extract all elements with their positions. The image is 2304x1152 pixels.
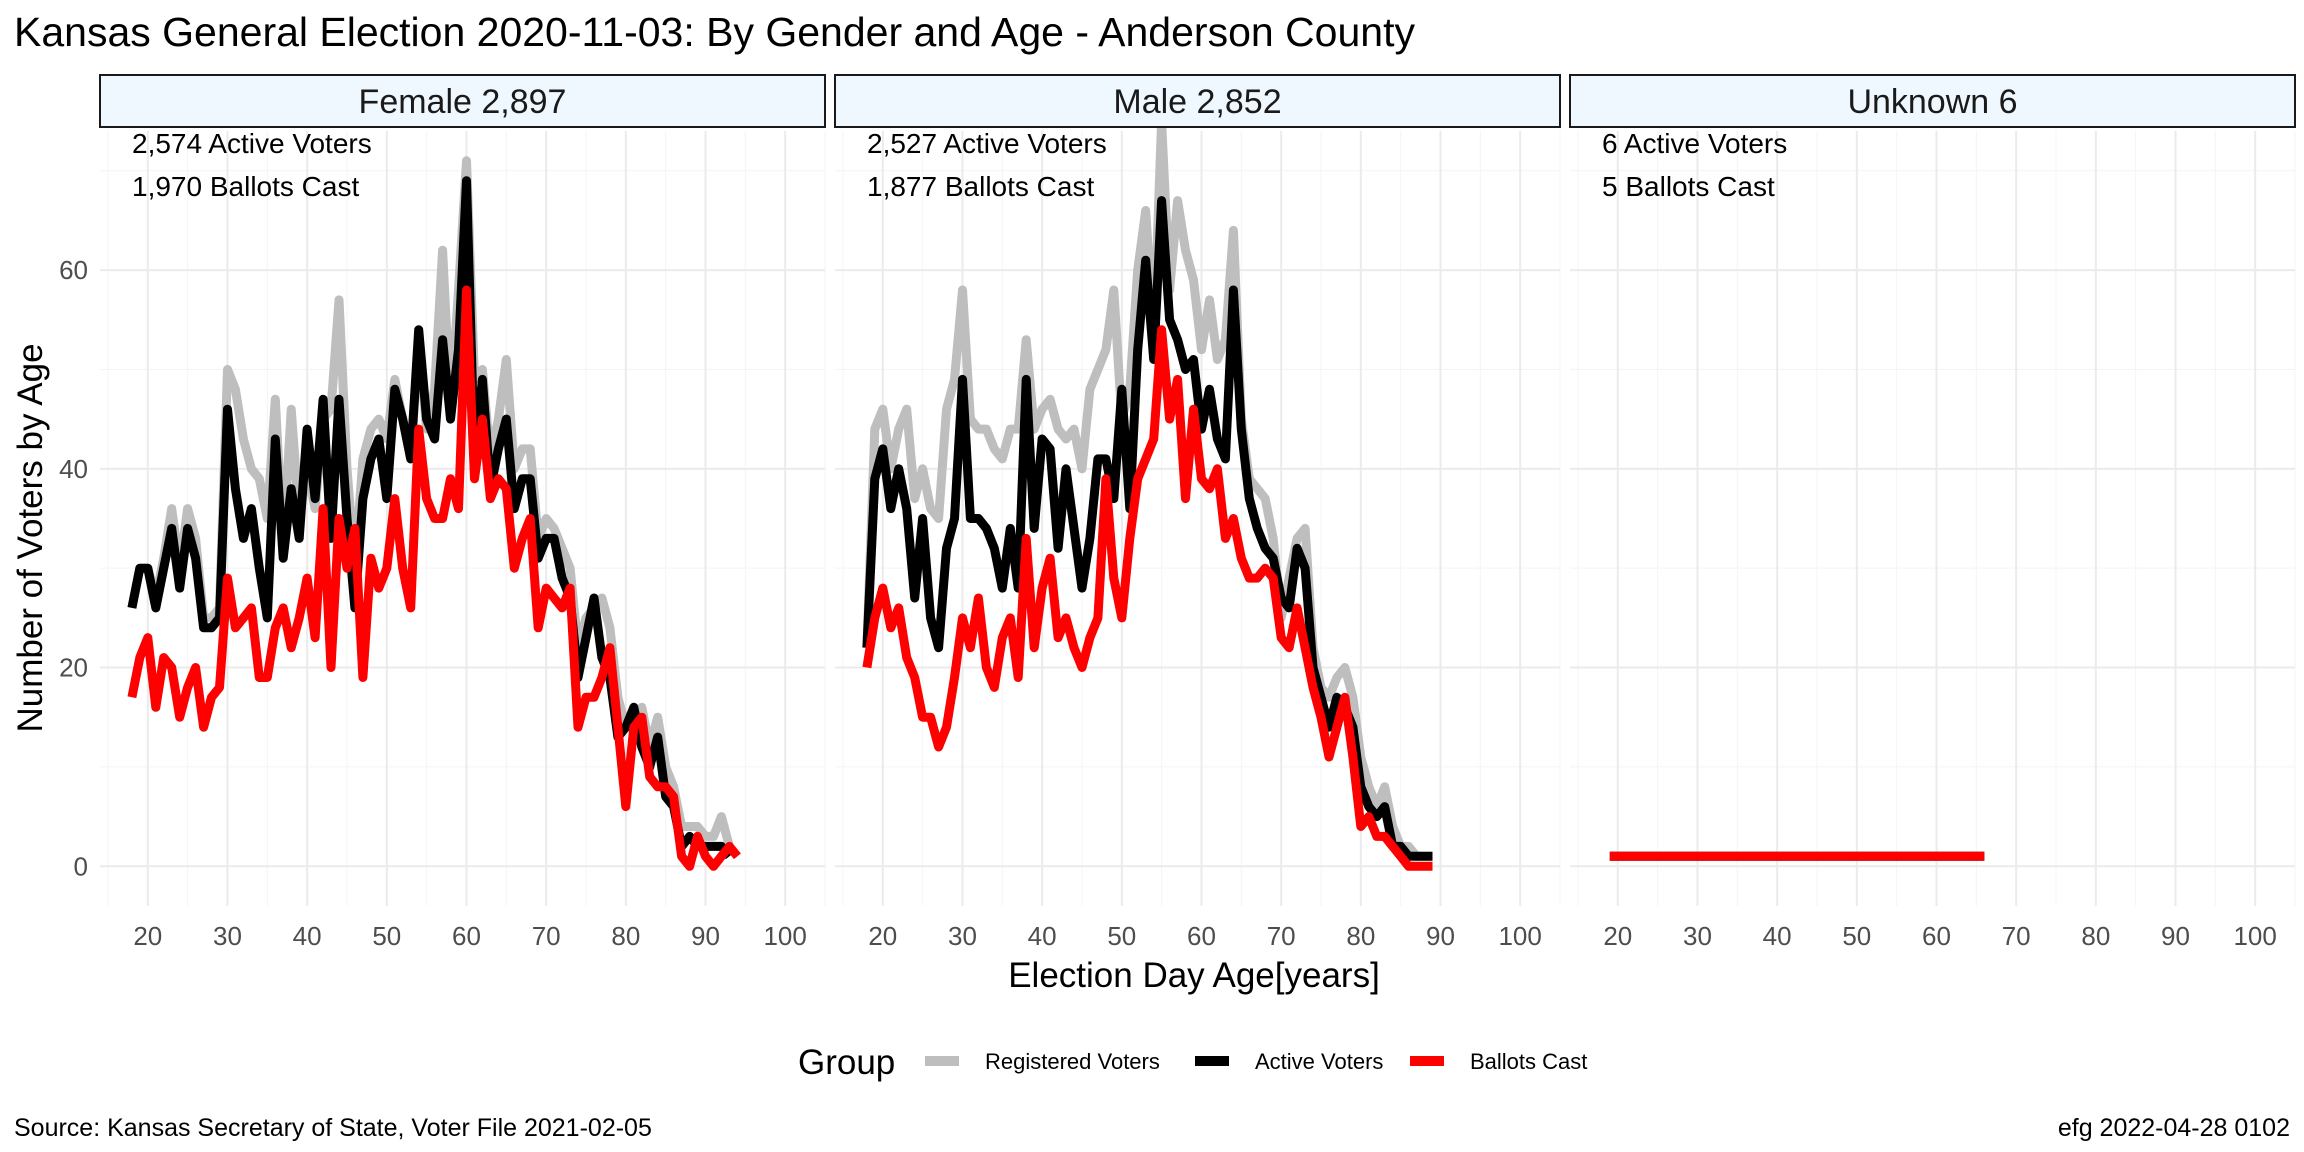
- legend-label: Registered Voters: [985, 1049, 1160, 1074]
- x-tick-label: 60: [1922, 921, 1951, 951]
- panel-3: 20 30 40 50 60 70 80 90 100 Unknown 6 6 Active Vot…: [1569, 74, 2296, 951]
- x-tick-label: 50: [372, 921, 401, 951]
- series-line-active-voters: [862, 196, 1433, 861]
- x-tick-label: 40: [1763, 921, 1792, 951]
- legend-label: Active Voters: [1255, 1049, 1383, 1074]
- x-tick-label: 30: [213, 921, 242, 951]
- credit-caption: efg 2022-04-28 0102: [2058, 1114, 2290, 1142]
- x-tick-label: 50: [1107, 921, 1136, 951]
- x-tick-label: 70: [532, 921, 561, 951]
- panels: 20 30 40 50 60 70 80 90 100 0 20 40 60 Female 2,897 2,…: [59, 74, 2296, 951]
- series-line-ballots-cast: [862, 325, 1433, 871]
- y-axis-label: Number of Voters by Age: [11, 343, 50, 732]
- x-tick-label: 90: [2161, 921, 2190, 951]
- legend-label: Ballots Cast: [1470, 1049, 1587, 1074]
- ballots-cast-annotation: 1,970 Ballots Cast: [132, 171, 359, 202]
- y-tick-label: 60: [59, 255, 88, 285]
- x-tick-label: 100: [763, 921, 806, 951]
- x-tick-label: 90: [691, 921, 720, 951]
- x-tick-label: 60: [1187, 921, 1216, 951]
- x-tick-label: 100: [1498, 921, 1541, 951]
- x-axis-label: Election Day Age[years]: [1008, 956, 1380, 995]
- panel-1: 20 30 40 50 60 70 80 90 100 0 20 40 60 Female 2,897 2,…: [59, 74, 826, 951]
- y-tick-label: 40: [59, 454, 88, 484]
- ballots-cast-annotation: 1,877 Ballots Cast: [867, 171, 1094, 202]
- legend-title: Group: [798, 1043, 895, 1082]
- chart-title: Kansas General Election 2020-11-03: By G…: [14, 9, 1415, 55]
- facet-strip: [834, 74, 1561, 128]
- facet-strip-label: Unknown 6: [1847, 83, 2017, 121]
- x-tick-label: 80: [2081, 921, 2110, 951]
- x-tick-label: 60: [452, 921, 481, 951]
- facet-strip: [1569, 74, 2296, 128]
- x-tick-label: 50: [1842, 921, 1871, 951]
- x-tick-label: 80: [1346, 921, 1375, 951]
- facet-strip-label: Female 2,897: [359, 83, 567, 121]
- legend: Group Registered Voters Active Voters Ball…: [798, 1043, 1587, 1082]
- series-line-active-voters: [127, 176, 733, 860]
- x-tick-label: 20: [133, 921, 162, 951]
- x-tick-label: 100: [2233, 921, 2276, 951]
- active-voters-annotation: 2,527 Active Voters: [867, 128, 1107, 159]
- x-tick-label: 40: [293, 921, 322, 951]
- x-tick-label: 20: [1603, 921, 1632, 951]
- x-tick-label: 90: [1426, 921, 1455, 951]
- y-tick-label: 0: [74, 851, 88, 881]
- x-tick-label: 70: [2002, 921, 2031, 951]
- x-tick-label: 80: [611, 921, 640, 951]
- x-tick-label: 30: [1683, 921, 1712, 951]
- x-tick-label: 40: [1028, 921, 1057, 951]
- legend-items: Registered Voters Active Voters Ballots Ca…: [925, 1049, 1587, 1074]
- active-voters-annotation: 6 Active Voters: [1602, 128, 1787, 159]
- x-tick-label: 70: [1267, 921, 1296, 951]
- series-line-ballots-cast: [127, 285, 741, 871]
- active-voters-annotation: 2,574 Active Voters: [132, 128, 372, 159]
- y-tick-label: 20: [59, 653, 88, 683]
- x-tick-label: 20: [868, 921, 897, 951]
- source-caption: Source: Kansas Secretary of State, Voter…: [14, 1114, 652, 1142]
- facet-strip-label: Male 2,852: [1113, 83, 1281, 121]
- x-tick-label: 30: [948, 921, 977, 951]
- facet-strip: [99, 74, 826, 128]
- ballots-cast-annotation: 5 Ballots Cast: [1602, 171, 1775, 202]
